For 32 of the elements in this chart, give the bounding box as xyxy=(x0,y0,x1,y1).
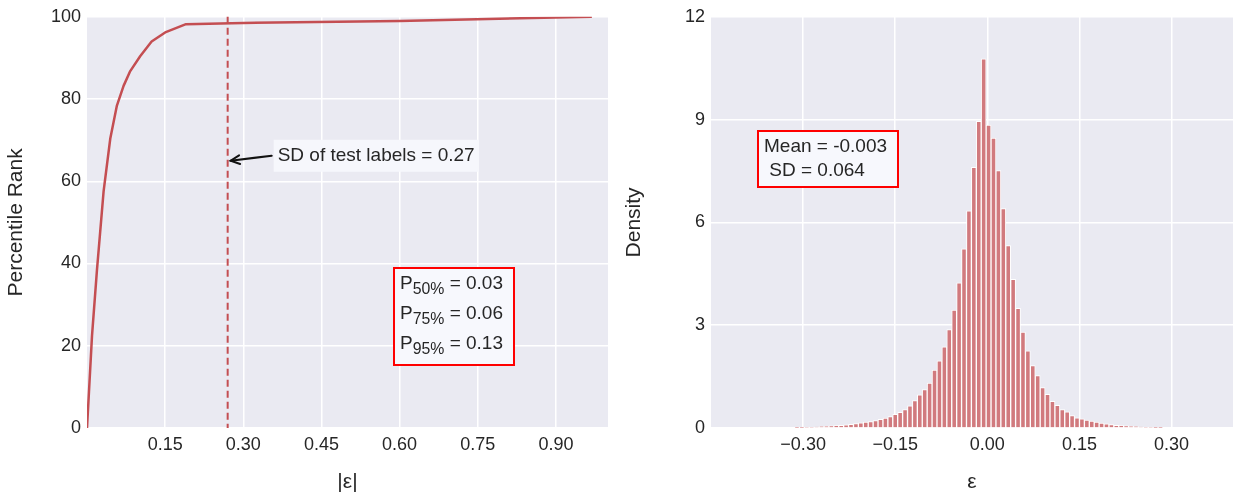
y-tick-label: 3 xyxy=(694,314,705,335)
annotation: Mean = -0.003 xyxy=(764,134,888,158)
x-axis-title: |ε| xyxy=(337,469,358,493)
y-tick-label: 12 xyxy=(684,5,705,26)
y-tick-label: 20 xyxy=(60,334,81,355)
x-tick-label: 0.15 xyxy=(1061,433,1097,454)
x-axis-title: ε xyxy=(967,469,977,493)
y-tick-label: 80 xyxy=(60,88,81,109)
annotation: P$_{95%}$ = 0.13 xyxy=(400,330,504,359)
annotation: P$_{50%}$ = 0.03 xyxy=(400,271,504,299)
x-tick-label: 0.00 xyxy=(969,433,1005,454)
y-tick-label: 40 xyxy=(60,252,81,273)
y-axis-title: Density xyxy=(621,186,645,258)
y-tick-label: 6 xyxy=(694,211,705,232)
annotation: SD of test labels = 0.27 xyxy=(277,143,475,165)
y-tick-label: 9 xyxy=(694,108,705,129)
y-tick-label: 60 xyxy=(60,170,81,191)
x-tick-label: 0.30 xyxy=(1154,433,1190,454)
x-tick-label: 0.75 xyxy=(460,433,496,454)
y-tick-label: 0 xyxy=(694,416,705,437)
x-tick-label: 0.60 xyxy=(382,433,418,454)
x-tick-label: 0.90 xyxy=(538,433,574,454)
x-tick-label: −0.15 xyxy=(872,433,919,454)
x-tick-label: −0.30 xyxy=(780,433,826,454)
y-tick-label: 100 xyxy=(50,5,81,26)
y-axis-title: Percentile Rank xyxy=(3,147,27,297)
y-tick-label: 0 xyxy=(70,416,81,437)
x-tick-label: 0.15 xyxy=(147,433,183,454)
annotation: SD = 0.064 xyxy=(768,158,866,182)
annotation: P$_{75%}$ = 0.06 xyxy=(400,300,504,329)
x-tick-label: 0.45 xyxy=(303,433,339,454)
x-tick-label: 0.30 xyxy=(225,433,261,454)
